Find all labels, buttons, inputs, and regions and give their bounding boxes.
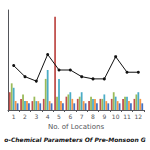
svg-text:10: 10 [112,113,120,120]
svg-text:9: 9 [102,113,106,120]
svg-text:8: 8 [91,113,95,120]
svg-text:No. of Locations: No. of Locations [48,123,104,131]
svg-text:7: 7 [80,113,84,120]
svg-text:4: 4 [46,113,50,120]
svg-text:2: 2 [23,113,27,120]
svg-text:6: 6 [68,113,72,120]
svg-text:5: 5 [57,113,61,120]
svg-text:o-Chemical Parameters Of Pre-M: o-Chemical Parameters Of Pre-Monsoon G [4,136,145,143]
svg-text:11: 11 [123,113,131,120]
svg-text:3: 3 [34,113,38,120]
svg-text:12: 12 [135,113,143,120]
svg-text:1: 1 [12,113,16,120]
